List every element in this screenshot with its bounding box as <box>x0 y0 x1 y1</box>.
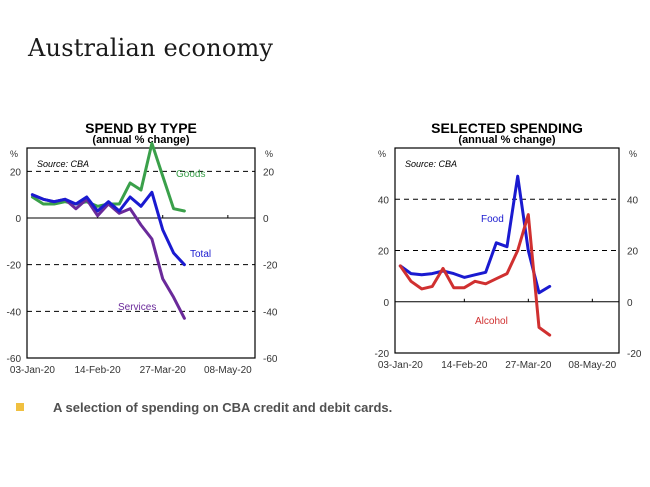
y-tick-label-left: -20 <box>375 349 390 360</box>
x-tick-label: 27-Mar-20 <box>140 365 187 376</box>
x-tick-label: 03-Jan-20 <box>378 360 423 371</box>
y-tick-label-left: 40 <box>378 195 390 206</box>
plot-frame <box>394 147 620 354</box>
x-tick-label: 27-Mar-20 <box>505 360 552 371</box>
x-tick-label: 08-May-20 <box>204 365 252 376</box>
y-unit-right: % <box>629 149 637 159</box>
y-tick-label-left: 20 <box>10 167 22 178</box>
y-tick-label-left: 0 <box>383 298 389 309</box>
plot-frame <box>26 147 256 359</box>
y-tick-label-left: -60 <box>7 354 22 365</box>
y-tick-label-right: -20 <box>263 261 278 272</box>
series-line-total <box>30 190 186 267</box>
source-note: Source: CBA <box>405 159 457 169</box>
x-tick-label: 08-May-20 <box>568 360 616 371</box>
y-tick-label-left: 0 <box>15 214 21 225</box>
source-note: Source: CBA <box>37 159 89 169</box>
chart-2-subtitle: (annual % change) <box>458 134 556 146</box>
legend-label-goods: Goods <box>176 169 205 180</box>
chart-2-title: SELECTED SPENDING <box>431 120 583 136</box>
bullet-icon <box>16 403 24 411</box>
footer-text: A selection of spending on CBA credit an… <box>53 400 393 415</box>
chart-1-subtitle: (annual % change) <box>92 134 190 146</box>
y-tick-label-right: -20 <box>627 349 642 360</box>
y-unit-left: % <box>378 149 386 159</box>
legend-label-alcohol: Alcohol <box>475 316 508 327</box>
y-tick-label-left: -20 <box>7 261 22 272</box>
x-tick-label: 14-Feb-20 <box>75 365 122 376</box>
y-tick-label-right: 0 <box>263 214 269 225</box>
y-tick-label-right: -40 <box>263 307 278 318</box>
y-tick-label-right: 40 <box>627 195 639 206</box>
x-tick-label: 03-Jan-20 <box>10 365 55 376</box>
y-tick-label-right: 20 <box>627 247 639 258</box>
legend-label-services: Services <box>118 302 156 313</box>
y-tick-label-right: 0 <box>627 298 633 309</box>
legend-label-total: Total <box>190 249 211 260</box>
y-tick-label-right: -60 <box>263 354 278 365</box>
page-title: Australian economy <box>28 34 274 62</box>
legend-label-food: Food <box>481 214 504 225</box>
series-line-food <box>398 174 552 295</box>
y-tick-label-right: 20 <box>263 167 275 178</box>
y-unit-right: % <box>265 149 273 159</box>
chart-1-title: SPEND BY TYPE <box>85 120 197 136</box>
y-tick-label-left: -40 <box>7 307 22 318</box>
x-tick-label: 14-Feb-20 <box>441 360 488 371</box>
y-tick-label-left: 20 <box>378 247 390 258</box>
series-line-alcohol <box>398 213 552 337</box>
y-unit-left: % <box>10 149 18 159</box>
